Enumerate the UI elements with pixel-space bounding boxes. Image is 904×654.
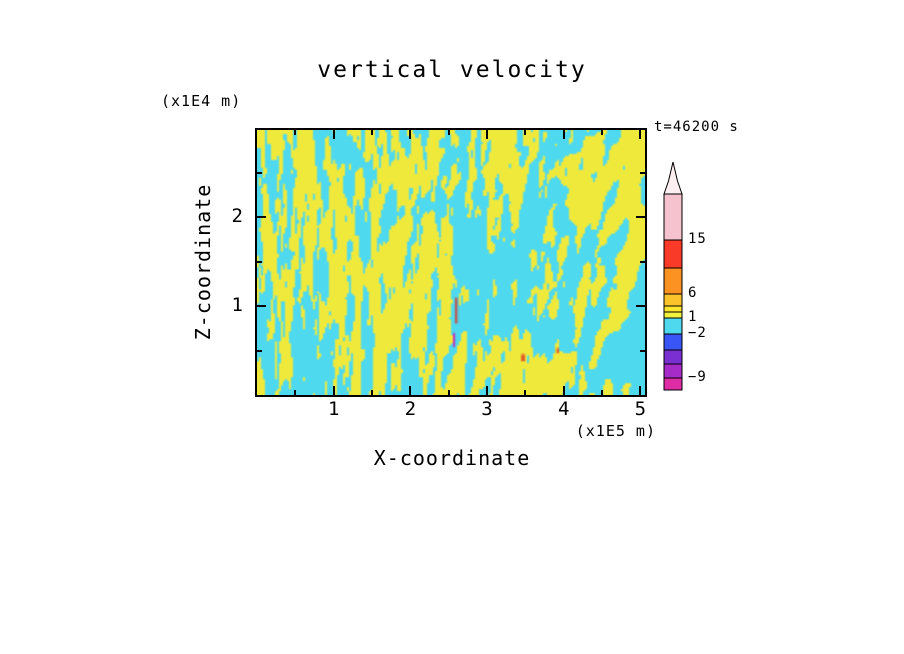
colorbar-segment [663, 317, 683, 335]
axis-tick [639, 130, 642, 139]
x-tick-label: 2 [404, 398, 417, 420]
colorbar-segment [663, 293, 683, 307]
axis-tick [562, 386, 565, 395]
axis-tick [447, 390, 450, 395]
time-label: t=46200 s [654, 119, 739, 135]
axis-tick [371, 390, 374, 395]
axis-tick [332, 386, 335, 395]
vertical-velocity-heatmap [257, 130, 645, 395]
colorbar [663, 161, 683, 391]
axis-tick [257, 305, 266, 308]
axis-tick [562, 130, 565, 139]
colorbar-tick-label: 6 [688, 285, 698, 301]
axis-tick [636, 305, 645, 308]
colorbar-segment [663, 333, 683, 351]
colorbar-arrow-tip [663, 161, 683, 195]
axis-tick [371, 130, 374, 135]
axis-tick [447, 130, 450, 135]
axis-tick [640, 349, 645, 352]
colorbar-segment [663, 305, 683, 313]
axis-tick [257, 171, 262, 174]
x-tick-label: 4 [557, 398, 570, 420]
axis-tick [640, 171, 645, 174]
colorbar-segment [663, 311, 683, 319]
colorbar-segment [663, 363, 683, 379]
axis-tick [332, 130, 335, 139]
axis-tick [524, 390, 527, 395]
colorbar-segment [663, 239, 683, 269]
axis-tick [639, 386, 642, 395]
axis-tick [294, 130, 297, 135]
colorbar-segment [663, 377, 683, 391]
axis-tick [257, 260, 262, 263]
colorbar-segment [663, 267, 683, 295]
axis-tick [601, 390, 604, 395]
x-axis-label: X-coordinate [373, 446, 531, 470]
axis-tick [409, 130, 412, 139]
x-axis-unit-label: (x1E5 m) [575, 422, 656, 440]
colorbar-tick-label: 1 [688, 309, 698, 325]
axis-tick [294, 390, 297, 395]
plot-area [255, 128, 647, 397]
x-tick-label: 3 [481, 398, 493, 420]
axis-tick [257, 216, 266, 219]
y-tick-label: 1 [231, 294, 243, 317]
y-axis-label: Z-coordinate [191, 183, 215, 341]
plot-title: vertical velocity [317, 57, 587, 83]
y-axis-unit-label: (x1E4 m) [161, 92, 242, 110]
colorbar-segment [663, 349, 683, 365]
axis-tick [636, 216, 645, 219]
axis-tick [257, 349, 262, 352]
colorbar-tick-label: −9 [688, 369, 707, 385]
colorbar-tick-label: 15 [688, 231, 707, 247]
axis-tick [486, 386, 489, 395]
axis-tick [524, 130, 527, 135]
x-tick-label: 5 [634, 398, 647, 420]
colorbar-tick-label: −2 [688, 325, 707, 341]
axis-tick [486, 130, 489, 139]
axis-tick [409, 386, 412, 395]
axis-tick [601, 130, 604, 135]
x-tick-label: 1 [327, 398, 340, 420]
colorbar-segment [663, 193, 683, 241]
y-tick-label: 2 [231, 205, 243, 228]
axis-tick [640, 260, 645, 263]
